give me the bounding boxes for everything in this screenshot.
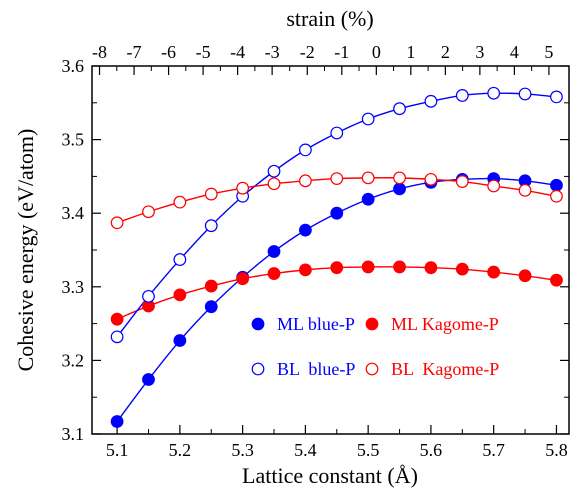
data-point — [298, 263, 312, 277]
y-tick-label: 3.6 — [62, 56, 85, 76]
data-point — [330, 172, 344, 186]
data-point — [110, 330, 124, 344]
top-tick-label: 2 — [441, 42, 450, 62]
top-tick-label: 3 — [475, 42, 484, 62]
data-point — [424, 94, 438, 108]
top-tick-label: -8 — [92, 42, 107, 62]
legend-label: BL blue-P — [277, 359, 355, 379]
data-point — [142, 373, 155, 386]
x-tick-label: 5.8 — [545, 440, 568, 460]
x-tick-label: 5.7 — [482, 440, 505, 460]
data-point — [393, 260, 406, 274]
data-point — [267, 267, 281, 280]
legend-marker — [365, 362, 379, 376]
x-tick-label: 5.1 — [106, 440, 129, 460]
data-point — [455, 89, 469, 102]
data-point — [298, 223, 312, 237]
top-tick-label: -2 — [300, 42, 315, 62]
data-point — [173, 288, 187, 302]
data-point — [142, 289, 155, 303]
data-point — [518, 183, 532, 197]
legend-marker — [251, 317, 265, 331]
top-tick-label: 1 — [406, 42, 415, 62]
data-point — [204, 219, 218, 233]
data-point — [173, 334, 187, 347]
top-tick-label: 4 — [510, 42, 519, 62]
data-point — [267, 245, 281, 258]
data-point — [361, 112, 375, 126]
data-point — [204, 187, 218, 201]
top-tick-label: -5 — [196, 42, 211, 62]
data-point — [424, 172, 438, 186]
data-point — [110, 415, 124, 428]
top-tick-label: -3 — [265, 42, 280, 62]
data-point — [550, 273, 563, 287]
data-point — [393, 102, 406, 116]
top-tick-label: -6 — [161, 42, 176, 62]
data-point — [173, 195, 187, 209]
legend-label: ML Kagome-P — [391, 314, 499, 334]
top-tick-label: -1 — [334, 42, 349, 62]
legend: ML blue-P ML Kagome-P BL blue-P BL Kagome-P — [251, 314, 499, 379]
data-point — [455, 262, 469, 276]
x-tick-label: 5.4 — [294, 440, 317, 460]
legend-marker — [365, 317, 379, 331]
top-axis-title: strain (%) — [286, 6, 373, 31]
data-point — [330, 261, 344, 275]
data-point — [204, 279, 218, 293]
y-tick-label: 3.2 — [62, 350, 85, 370]
data-point — [330, 206, 344, 220]
data-point — [236, 272, 250, 286]
top-tick-label: -4 — [230, 42, 245, 62]
data-point — [518, 87, 532, 101]
series-markers — [110, 86, 563, 428]
data-point — [110, 312, 124, 326]
data-point — [393, 171, 406, 185]
data-point — [110, 216, 124, 230]
data-point — [142, 205, 155, 219]
data-point — [550, 189, 563, 203]
y-tick-label: 3.5 — [62, 130, 85, 150]
top-tick-label: 5 — [544, 42, 553, 62]
data-point — [455, 175, 469, 188]
top-tick-label: 0 — [372, 42, 381, 62]
y-tick-label: 3.1 — [62, 424, 85, 444]
x-tick-label: 5.5 — [357, 440, 380, 460]
data-point — [298, 143, 312, 157]
data-point — [361, 260, 375, 274]
data-point — [298, 174, 312, 188]
data-point — [330, 126, 344, 140]
data-point — [518, 269, 532, 283]
x-tick-label: 5.3 — [231, 440, 254, 460]
x-tick-label: 5.2 — [169, 440, 192, 460]
data-point — [204, 300, 218, 314]
top-tick-label: -7 — [127, 42, 142, 62]
y-axis-title: Cohesive energy (eV/atom) — [13, 129, 38, 372]
y-tick-label: 3.3 — [62, 277, 85, 297]
x-axis-title: Lattice constant (Å) — [242, 463, 418, 488]
legend-label: ML blue-P — [277, 314, 355, 334]
data-point — [424, 261, 438, 275]
legend-marker — [251, 362, 265, 376]
data-point — [173, 253, 187, 266]
y-tick-label: 3.4 — [62, 203, 85, 223]
data-point — [487, 265, 501, 279]
data-point — [487, 179, 501, 193]
axis-ticks: 5.1 5.2 5.3 5.4 5.5 5.6 5.7 5.8 3.1 3.2 3.3 3.4 3.5 3… — [62, 42, 569, 460]
legend-label: BL Kagome-P — [391, 359, 499, 379]
data-point — [393, 182, 406, 196]
data-point — [267, 164, 281, 178]
data-point — [361, 192, 375, 206]
data-point — [236, 181, 250, 195]
data-point — [267, 177, 281, 191]
data-point — [550, 178, 563, 192]
data-point — [550, 90, 563, 104]
data-point — [361, 171, 375, 185]
data-point — [487, 86, 501, 100]
x-tick-label: 5.6 — [420, 440, 443, 460]
